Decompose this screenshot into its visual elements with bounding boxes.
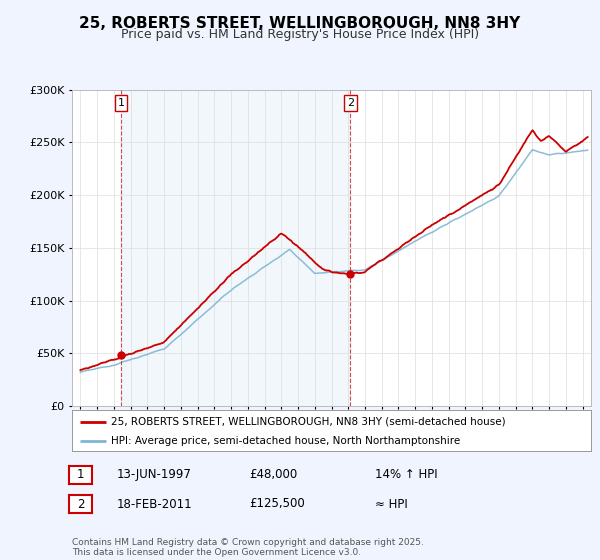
Text: 1: 1	[118, 98, 125, 108]
Text: 2: 2	[347, 98, 354, 108]
Text: ≈ HPI: ≈ HPI	[375, 497, 408, 511]
Text: 14% ↑ HPI: 14% ↑ HPI	[375, 468, 437, 482]
Text: 1: 1	[77, 468, 84, 482]
Text: 13-JUN-1997: 13-JUN-1997	[117, 468, 192, 482]
Text: HPI: Average price, semi-detached house, North Northamptonshire: HPI: Average price, semi-detached house,…	[111, 436, 460, 446]
Text: 25, ROBERTS STREET, WELLINGBOROUGH, NN8 3HY: 25, ROBERTS STREET, WELLINGBOROUGH, NN8 …	[79, 16, 521, 31]
Text: £125,500: £125,500	[249, 497, 305, 511]
Text: Price paid vs. HM Land Registry's House Price Index (HPI): Price paid vs. HM Land Registry's House …	[121, 28, 479, 41]
Text: 18-FEB-2011: 18-FEB-2011	[117, 497, 193, 511]
Text: Contains HM Land Registry data © Crown copyright and database right 2025.
This d: Contains HM Land Registry data © Crown c…	[72, 538, 424, 557]
Text: 2: 2	[77, 497, 84, 511]
Text: 25, ROBERTS STREET, WELLINGBOROUGH, NN8 3HY (semi-detached house): 25, ROBERTS STREET, WELLINGBOROUGH, NN8 …	[111, 417, 506, 427]
Bar	[121, 90, 350, 406]
Text: £48,000: £48,000	[249, 468, 297, 482]
